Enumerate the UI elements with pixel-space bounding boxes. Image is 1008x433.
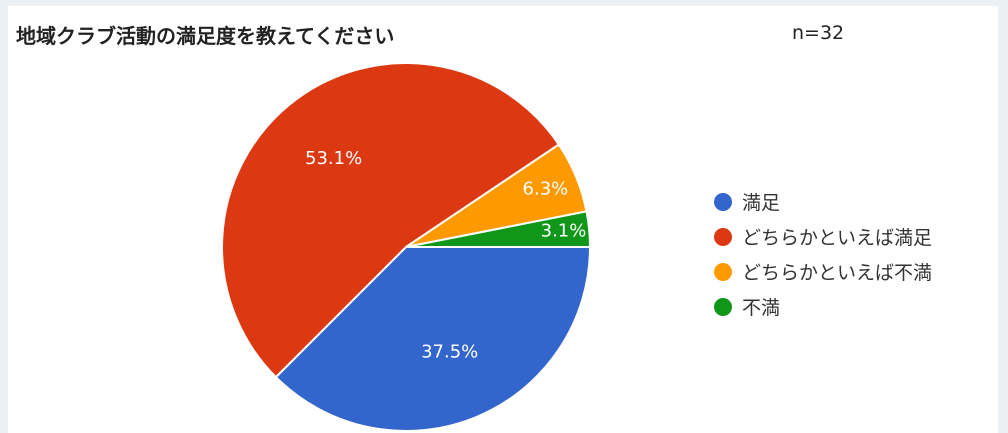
legend-label-dissatisfied: 不満 — [742, 297, 781, 319]
pie-slice-somewhat-satisfied — [221, 62, 561, 379]
legend-item-somewhat-dissatisfied: どちらかといえば不満 — [714, 254, 932, 289]
pie-slice-dissatisfied — [405, 210, 592, 248]
pie-slice-satisfied — [274, 246, 592, 433]
chart-legend: 満足どちらかといえば満足 どちらかといえば不満 不満 — [714, 184, 932, 324]
sample-size-label: n=32 — [792, 22, 845, 44]
legend-label-satisfied: 満足 — [742, 192, 781, 214]
slice-label-dissatisfied: 3.1% — [541, 221, 587, 242]
slice-label-satisfied: 37.5% — [421, 341, 478, 362]
slice-label-somewhat-satisfied: 53.1% — [305, 148, 362, 169]
pie-slice-labels: 37.5% 53.1% 6.3% 3.1% — [305, 148, 586, 363]
chart-title: 地域クラブ活動の満足度を教えてください — [16, 24, 395, 48]
slice-label-somewhat-dissatisfied: 6.3% — [523, 178, 569, 199]
legend-label-somewhat-satisfied: どちらかといえば満足 — [742, 227, 933, 249]
legend-item-dissatisfied: 不満 — [714, 289, 932, 324]
legend-swatch-somewhat-satisfied — [714, 227, 732, 246]
legend-swatch-satisfied — [714, 192, 732, 211]
pie-chart: 37.5% 53.1% 6.3% 3.1% — [221, 62, 592, 433]
legend-swatch-dissatisfied — [714, 297, 732, 316]
legend-label-somewhat-dissatisfied: どちらかといえば不満 — [742, 262, 933, 284]
legend-swatch-somewhat-dissatisfied — [714, 262, 732, 281]
legend-item-somewhat-satisfied: どちらかといえば満足 — [714, 219, 932, 254]
pie-slices — [221, 62, 592, 433]
legend-item-satisfied: 満足 — [714, 184, 932, 219]
